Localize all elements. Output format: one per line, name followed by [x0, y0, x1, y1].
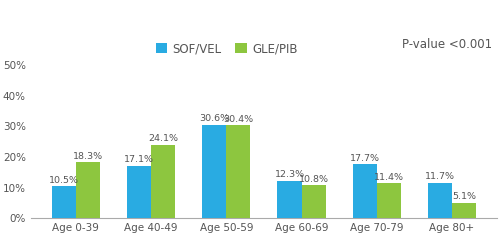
Bar: [428, 182, 452, 218]
Text: 10.8%: 10.8%: [298, 175, 328, 184]
Text: 12.3%: 12.3%: [274, 170, 304, 179]
Bar: [452, 203, 476, 218]
Bar: [202, 125, 226, 218]
Text: 5.1%: 5.1%: [452, 192, 476, 201]
Bar: [151, 144, 175, 218]
Text: 30.6%: 30.6%: [199, 114, 230, 123]
Text: 30.4%: 30.4%: [224, 115, 254, 124]
Text: 17.1%: 17.1%: [124, 156, 154, 164]
Legend: SOF/VEL, GLE/PIB: SOF/VEL, GLE/PIB: [151, 37, 302, 60]
Bar: [226, 125, 250, 218]
Bar: [127, 166, 151, 218]
Bar: [278, 181, 301, 218]
Bar: [52, 186, 76, 218]
Text: 10.5%: 10.5%: [49, 176, 79, 185]
Text: 24.1%: 24.1%: [148, 134, 178, 143]
Bar: [376, 183, 401, 218]
Text: P-value <0.001: P-value <0.001: [402, 38, 492, 51]
Text: 11.4%: 11.4%: [374, 173, 404, 182]
Text: 17.7%: 17.7%: [350, 154, 380, 163]
Text: 11.7%: 11.7%: [425, 172, 455, 181]
Bar: [352, 164, 376, 218]
Bar: [76, 162, 100, 218]
Bar: [302, 185, 326, 218]
Text: 18.3%: 18.3%: [73, 152, 103, 161]
